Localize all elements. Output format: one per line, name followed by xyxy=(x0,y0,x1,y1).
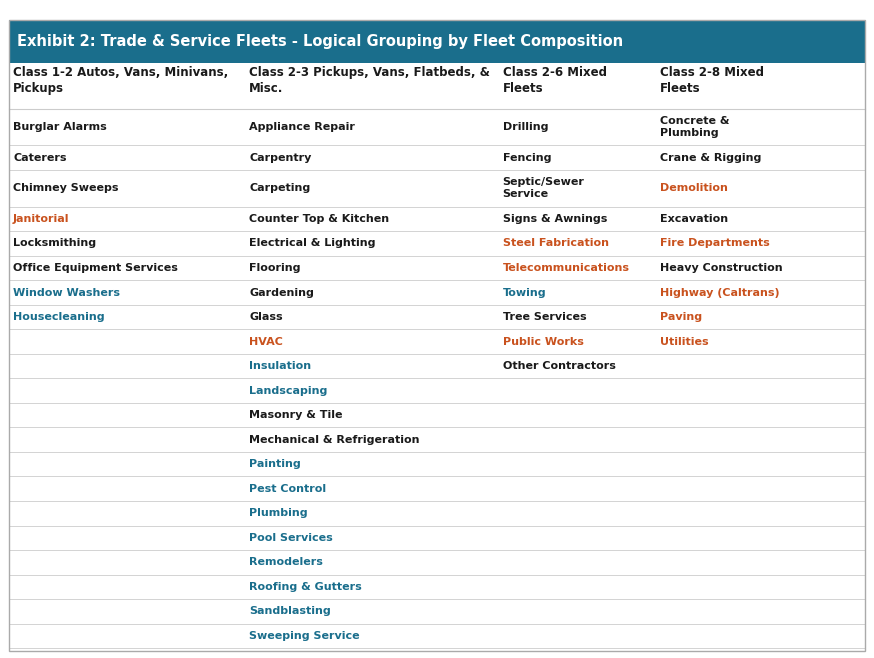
Text: Landscaping: Landscaping xyxy=(249,386,328,395)
Text: Public Works: Public Works xyxy=(503,336,584,347)
Text: Carpeting: Carpeting xyxy=(249,184,310,193)
Text: Electrical & Lighting: Electrical & Lighting xyxy=(249,238,376,249)
Text: Signs & Awnings: Signs & Awnings xyxy=(503,214,607,224)
Text: Concrete &
Plumbing: Concrete & Plumbing xyxy=(660,116,730,138)
Text: Fencing: Fencing xyxy=(503,153,551,163)
Text: Pest Control: Pest Control xyxy=(249,484,326,494)
Text: Exhibit 2: Trade & Service Fleets - Logical Grouping by Fleet Composition: Exhibit 2: Trade & Service Fleets - Logi… xyxy=(17,34,624,49)
Text: Towing: Towing xyxy=(503,288,546,297)
Text: Class 2-8 Mixed
Fleets: Class 2-8 Mixed Fleets xyxy=(660,66,764,95)
Text: Gardening: Gardening xyxy=(249,288,314,297)
Text: Fire Departments: Fire Departments xyxy=(660,238,770,249)
Text: Painting: Painting xyxy=(249,459,301,469)
Text: Roofing & Gutters: Roofing & Gutters xyxy=(249,582,362,592)
Text: Class 2-3 Pickups, Vans, Flatbeds, &
Misc.: Class 2-3 Pickups, Vans, Flatbeds, & Mis… xyxy=(249,66,490,95)
Text: Window Washers: Window Washers xyxy=(13,288,120,297)
Text: Flooring: Flooring xyxy=(249,263,301,273)
Text: Plumbing: Plumbing xyxy=(249,508,308,519)
Text: Heavy Construction: Heavy Construction xyxy=(660,263,782,273)
Text: Office Equipment Services: Office Equipment Services xyxy=(13,263,178,273)
Text: Class 1-2 Autos, Vans, Minivans,
Pickups: Class 1-2 Autos, Vans, Minivans, Pickups xyxy=(13,66,228,95)
Text: Utilities: Utilities xyxy=(660,336,709,347)
Text: Drilling: Drilling xyxy=(503,122,548,132)
Text: Carpentry: Carpentry xyxy=(249,153,311,163)
Text: Telecommunications: Telecommunications xyxy=(503,263,629,273)
Text: Appliance Repair: Appliance Repair xyxy=(249,122,355,132)
Text: Counter Top & Kitchen: Counter Top & Kitchen xyxy=(249,214,389,224)
Text: Paving: Paving xyxy=(660,312,702,322)
Text: Class 2-6 Mixed
Fleets: Class 2-6 Mixed Fleets xyxy=(503,66,607,95)
Text: Burglar Alarms: Burglar Alarms xyxy=(13,122,107,132)
Text: Remodelers: Remodelers xyxy=(249,557,323,567)
Text: Glass: Glass xyxy=(249,312,282,322)
Text: Janitorial: Janitorial xyxy=(13,214,70,224)
Text: Crane & Rigging: Crane & Rigging xyxy=(660,153,761,163)
Text: Steel Fabrication: Steel Fabrication xyxy=(503,238,608,249)
Text: Highway (Caltrans): Highway (Caltrans) xyxy=(660,288,780,297)
Text: Sandblasting: Sandblasting xyxy=(249,606,331,617)
Text: Mechanical & Refrigeration: Mechanical & Refrigeration xyxy=(249,435,420,445)
Text: Excavation: Excavation xyxy=(660,214,728,224)
FancyBboxPatch shape xyxy=(9,20,865,63)
Text: Insulation: Insulation xyxy=(249,361,311,371)
Text: Masonry & Tile: Masonry & Tile xyxy=(249,410,343,420)
Text: Chimney Sweeps: Chimney Sweeps xyxy=(13,184,119,193)
Text: Tree Services: Tree Services xyxy=(503,312,586,322)
Text: Locksmithing: Locksmithing xyxy=(13,238,96,249)
Text: Sweeping Service: Sweeping Service xyxy=(249,631,360,641)
Text: Other Contractors: Other Contractors xyxy=(503,361,615,371)
Text: Caterers: Caterers xyxy=(13,153,66,163)
Text: Housecleaning: Housecleaning xyxy=(13,312,105,322)
Text: Pool Services: Pool Services xyxy=(249,533,333,543)
Text: Septic/Sewer
Service: Septic/Sewer Service xyxy=(503,177,585,199)
Text: Demolition: Demolition xyxy=(660,184,728,193)
Text: HVAC: HVAC xyxy=(249,336,283,347)
